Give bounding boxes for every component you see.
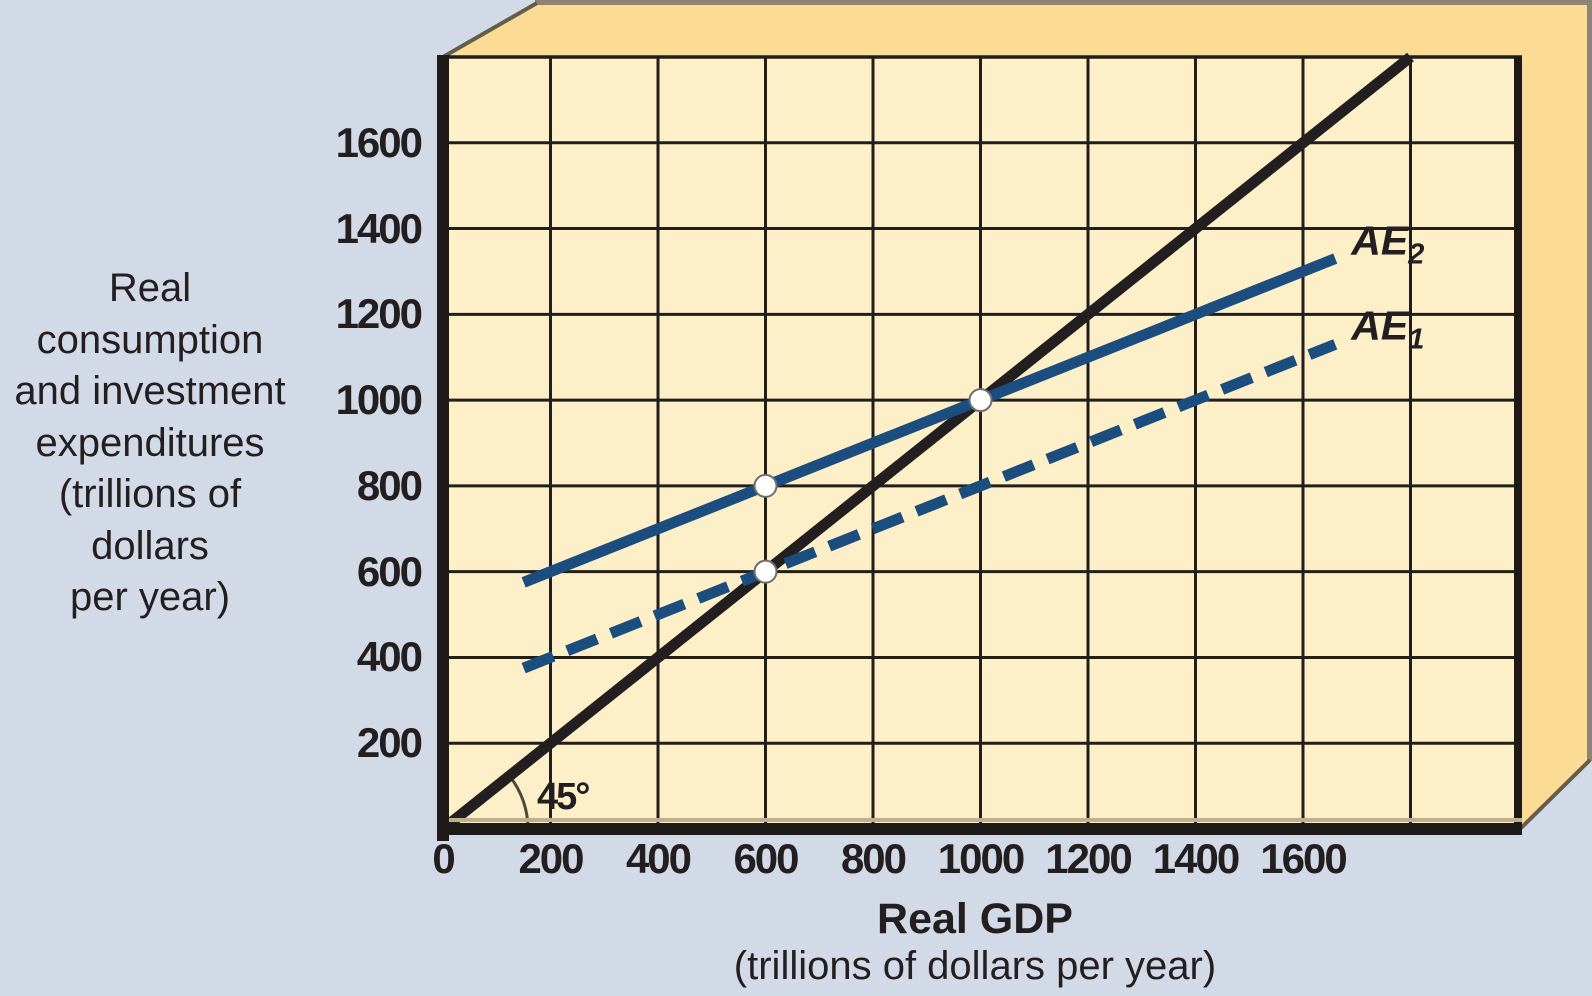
y-tick-label: 1000 — [335, 376, 423, 424]
y-tick-label: 1400 — [335, 204, 423, 252]
y-axis-title-line: per year) — [69, 575, 231, 619]
series-label-ae2-main: AE — [1351, 217, 1409, 264]
y-tick-label: 1200 — [335, 290, 423, 338]
x-tick-label: 1600 — [1260, 835, 1347, 882]
series-line-ae1 — [521, 339, 1338, 674]
box-bottomright-diagonal — [1516, 758, 1592, 833]
angle-45-annotation: 45° — [537, 776, 590, 818]
series-label-ae2: AE2 — [1351, 220, 1424, 275]
x-axis-line — [437, 823, 1522, 835]
marker-point — [968, 388, 993, 413]
x-tick-label: 600 — [733, 835, 799, 882]
y-tick-label: 1600 — [335, 118, 423, 166]
box-top-edge — [535, 0, 1592, 5]
y-tick-label: 200 — [356, 719, 423, 767]
y-tick-label: 800 — [356, 461, 423, 509]
y-tick-label: 400 — [356, 633, 423, 681]
y-axis-title-line: Real — [108, 266, 192, 310]
y-axis-title-line: dollars — [91, 523, 209, 568]
plot-right-border — [1514, 57, 1522, 829]
x-tick-label: 1200 — [1045, 835, 1132, 882]
x-tick-label: 1000 — [937, 835, 1025, 882]
x-tick-label: 400 — [625, 835, 692, 882]
box-topleft-diagonal — [442, 1, 538, 59]
series-label-ae1: AE1 — [1351, 302, 1425, 361]
x-axis-tan-edge — [437, 818, 1522, 822]
series-label-ae1-main: AE — [1351, 302, 1409, 349]
y-axis-line — [437, 55, 449, 841]
x-tick-label: 800 — [840, 835, 907, 882]
series-label-ae1-subscript: 1 — [1408, 323, 1425, 356]
x-tick-label: 0 — [432, 835, 455, 882]
marker-point — [753, 473, 778, 498]
x-axis-subtitle: (trillions of dollars per year) — [733, 944, 1217, 988]
y-axis-title-line: expenditures — [35, 420, 265, 465]
y-axis-title-line: consumption — [36, 317, 264, 362]
y-tick-label: 600 — [356, 547, 423, 595]
x-axis-title: Real GDP — [877, 895, 1073, 943]
x-tick-label: 1400 — [1152, 835, 1240, 882]
series-line-45-degree-line — [439, 52, 1414, 834]
x-tick-label: 200 — [518, 835, 584, 882]
y-axis-title-line: and investment — [14, 369, 286, 413]
series-label-ae2-subscript: 2 — [1408, 238, 1425, 271]
y-axis-title-line: (trillions of — [58, 472, 242, 516]
box-right-edge — [1587, 0, 1592, 761]
series-line-ae2 — [521, 253, 1338, 588]
marker-point — [753, 559, 778, 584]
